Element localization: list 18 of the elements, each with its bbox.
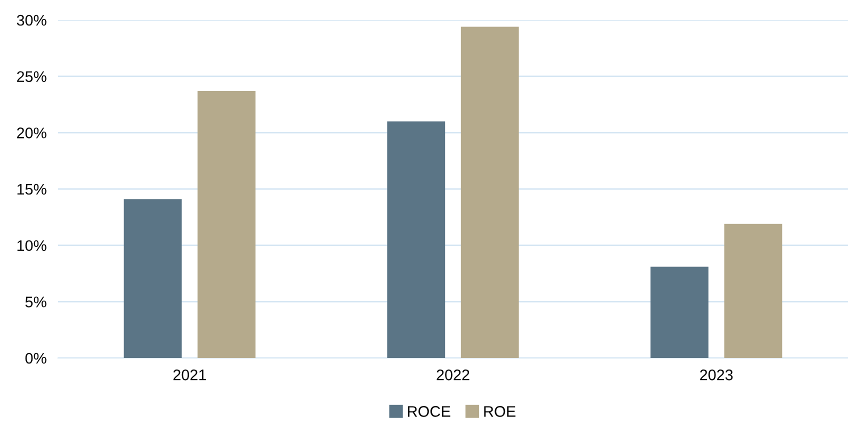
x-tick-label: 2023 — [700, 370, 733, 380]
x-tick-label: 2022 — [436, 370, 470, 380]
bar — [650, 266, 708, 358]
legend-label: ROCE — [408, 406, 450, 417]
bar — [460, 26, 519, 358]
y-tick-label: 0% — [25, 352, 46, 364]
y-tick-label: 5% — [25, 296, 46, 308]
x-tick-label: 2021 — [173, 370, 206, 380]
bar — [387, 121, 446, 358]
y-tick-label: 30% — [16, 14, 46, 26]
bar — [198, 90, 256, 358]
y-tick-label: 10% — [17, 240, 46, 252]
bar — [124, 199, 182, 358]
bar — [724, 224, 782, 358]
y-tick-label: 15% — [17, 184, 46, 195]
legend-label: ROE — [484, 406, 516, 417]
y-tick-label: 25% — [17, 71, 46, 82]
y-tick-label: 20% — [17, 128, 46, 138]
